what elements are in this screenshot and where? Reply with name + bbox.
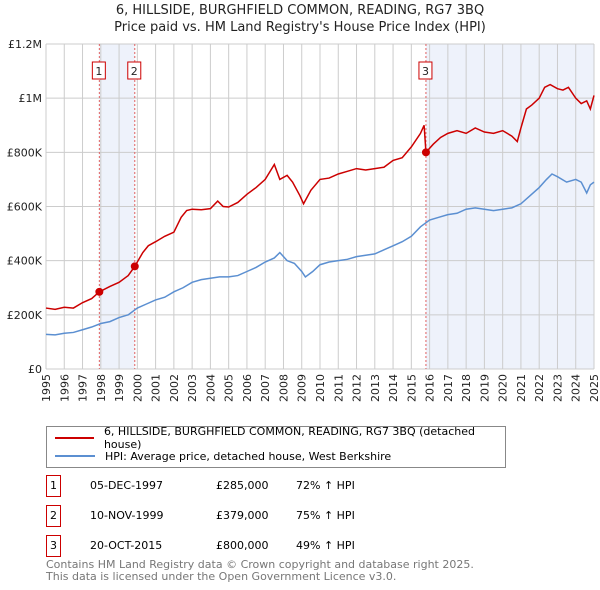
y-tick-label: £800K	[7, 146, 43, 159]
y-tick-label: £1M	[19, 92, 43, 105]
transaction-price: £379,000	[216, 509, 269, 522]
x-tick-label: 2001	[150, 374, 163, 402]
x-tick-label: 1997	[77, 374, 90, 402]
y-tick-label: £400K	[7, 255, 43, 268]
price-chart: 1995 1996 1997 1998 1999 2000 2001 2002 2003 2004…	[7, 38, 600, 402]
x-tick-label: 2022	[533, 374, 546, 402]
chart-title: 6, HILLSIDE, BURGHFIELD COMMON, READING,…	[115, 3, 485, 18]
x-tick-label: 1998	[95, 374, 108, 402]
x-tick-label: 2014	[387, 374, 400, 402]
x-tick-label: 2020	[497, 374, 510, 402]
legend-label: HPI: Average price, detached house, West…	[105, 449, 392, 463]
footer-copyright: Contains HM Land Registry data © Crown c…	[46, 558, 474, 571]
legend-swatch-red	[55, 437, 94, 439]
x-tick-label: 2002	[168, 374, 181, 402]
transaction-hpi: 72% ↑ HPI	[296, 479, 355, 492]
legend-item-hpi: HPI: Average price, detached house, West…	[55, 448, 391, 464]
transaction-date: 10-NOV-1999	[90, 509, 164, 522]
x-tick-label: 2024	[570, 374, 583, 402]
transaction-date: 20-OCT-2015	[90, 539, 163, 552]
marker-badge: 2	[46, 505, 61, 527]
x-tick-label: 2018	[460, 374, 473, 402]
x-tick-label: 2004	[204, 374, 217, 402]
x-tick-label: 1995	[40, 374, 53, 402]
y-tick-label: £200K	[7, 309, 43, 322]
x-tick-label: 2005	[223, 374, 236, 402]
x-tick-label: 2009	[296, 374, 309, 402]
transaction-row: 2 10-NOV-1999 £379,000 75% ↑ HPI	[46, 505, 446, 527]
x-tick-label: 1996	[58, 374, 71, 402]
legend-swatch-blue	[55, 455, 95, 457]
marker-label: 3	[422, 65, 429, 78]
x-tick-label: 2023	[551, 374, 564, 402]
x-tick-label: 2012	[351, 374, 364, 402]
x-tick-label: 2021	[515, 374, 528, 402]
transaction-hpi: 49% ↑ HPI	[296, 539, 355, 552]
x-tick-label: 2003	[186, 374, 199, 402]
y-tick-label: £1.2M	[8, 38, 42, 51]
transaction-row: 3 20-OCT-2015 £800,000 49% ↑ HPI	[46, 535, 446, 557]
transaction-hpi: 75% ↑ HPI	[296, 509, 355, 522]
x-tick-label: 2000	[131, 374, 144, 402]
transaction-price: £800,000	[216, 539, 269, 552]
legend-item-property: 6, HILLSIDE, BURGHFIELD COMMON, READING,…	[55, 425, 505, 451]
y-tick-label: £600K	[7, 201, 43, 214]
x-tick-label: 2025	[588, 374, 600, 402]
sale-point	[95, 287, 104, 296]
marker-label-box	[418, 61, 433, 80]
sale-point	[421, 148, 430, 157]
transaction-row: 1 05-DEC-1997 £285,000 72% ↑ HPI	[46, 475, 446, 497]
footer-licence: This data is licensed under the Open Gov…	[46, 570, 397, 583]
marker-label: 1	[95, 65, 102, 78]
marker-label-box	[127, 61, 142, 80]
x-tick-label: 2017	[442, 374, 455, 402]
x-tick-label: 2011	[332, 374, 345, 402]
x-tick-label: 2007	[259, 374, 272, 402]
legend-label: 6, HILLSIDE, BURGHFIELD COMMON, READING,…	[103, 425, 475, 451]
x-tick-label: 2008	[277, 374, 290, 402]
property-price-line	[45, 83, 595, 311]
chart-subtitle: Price paid vs. HM Land Registry's House …	[114, 20, 486, 35]
marker-label: 2	[131, 65, 138, 78]
marker-badge: 1	[46, 475, 61, 497]
sale-point	[130, 262, 139, 271]
x-tick-label: 2016	[424, 374, 437, 402]
legend: 6, HILLSIDE, BURGHFIELD COMMON, READING,…	[46, 425, 506, 468]
x-tick-label: 2006	[241, 374, 254, 402]
x-tick-label: 2019	[478, 374, 491, 402]
footer: Contains HM Land Registry data © Crown c…	[46, 559, 474, 583]
y-tick-label: £0	[28, 363, 42, 376]
x-tick-label: 2015	[405, 374, 418, 402]
marker-label-box	[91, 61, 106, 80]
hpi-line	[45, 173, 595, 336]
x-tick-label: 1999	[113, 374, 126, 402]
marker-badge: 3	[46, 535, 61, 557]
transaction-price: £285,000	[216, 479, 269, 492]
x-tick-label: 2010	[314, 374, 327, 402]
x-tick-label: 2013	[369, 374, 382, 402]
transaction-date: 05-DEC-1997	[90, 479, 164, 492]
